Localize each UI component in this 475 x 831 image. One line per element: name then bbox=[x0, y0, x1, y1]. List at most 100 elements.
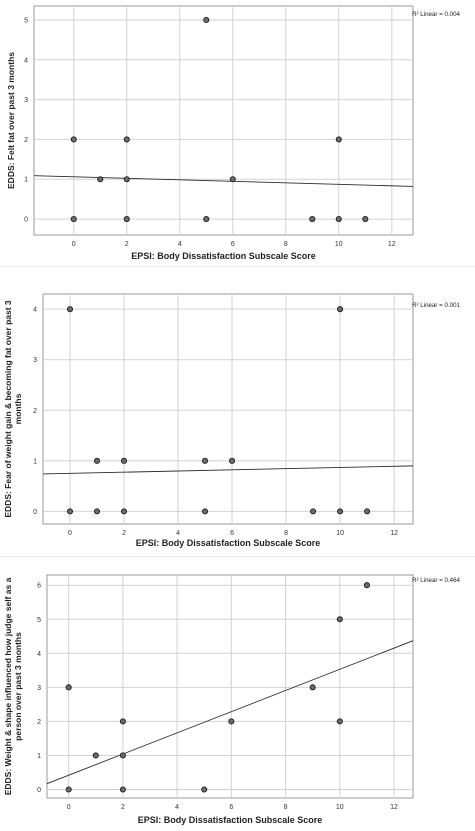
y-tick-label: 4 bbox=[24, 57, 28, 64]
data-point bbox=[123, 216, 130, 223]
data-point bbox=[337, 306, 344, 313]
linear-fit-line bbox=[46, 640, 414, 785]
x-tick-label: 10 bbox=[335, 241, 343, 248]
y-tick-label: 0 bbox=[33, 509, 37, 516]
x-tick-label: 10 bbox=[336, 530, 344, 537]
data-point bbox=[120, 457, 128, 464]
y-axis-title: EDDS: Weight & shape influenced how judg… bbox=[3, 577, 23, 795]
linear-fit-line bbox=[33, 175, 414, 187]
data-point bbox=[93, 457, 101, 464]
data-point bbox=[364, 508, 371, 515]
data-point bbox=[92, 752, 99, 759]
data-point bbox=[229, 457, 236, 464]
x-tick-label: 12 bbox=[390, 530, 398, 537]
r-squared-label: R² Linear = 0.004 bbox=[412, 11, 461, 18]
data-point bbox=[309, 684, 316, 691]
y-tick-label: 4 bbox=[33, 307, 37, 314]
y-tick-label: 2 bbox=[24, 137, 28, 144]
panel-separator bbox=[0, 266, 475, 267]
plot-frame bbox=[33, 5, 414, 236]
y-tick-label: 5 bbox=[24, 17, 28, 24]
x-axis-title: EPSI: Body Dissatisfaction Subscale Scor… bbox=[136, 538, 321, 548]
y-tick-label: 2 bbox=[37, 719, 41, 726]
y-tick-label: 3 bbox=[37, 685, 41, 692]
data-point bbox=[70, 216, 77, 223]
y-axis-title-line: EDDS: Weight & shape influenced how judg… bbox=[3, 577, 13, 795]
data-point bbox=[201, 508, 209, 515]
linear-fit-line bbox=[42, 465, 414, 475]
y-tick-label: 4 bbox=[37, 651, 41, 658]
data-point bbox=[203, 16, 210, 23]
y-tick-label: 2 bbox=[33, 408, 37, 415]
y-axis-title-line: months bbox=[13, 393, 23, 424]
data-point bbox=[335, 136, 342, 143]
x-tick-label: 6 bbox=[231, 241, 235, 248]
x-axis-title: EPSI: Body Dissatisfaction Subscale Scor… bbox=[131, 251, 316, 261]
data-point bbox=[66, 508, 74, 515]
data-point bbox=[70, 136, 77, 143]
x-tick-label: 4 bbox=[175, 804, 179, 811]
data-point bbox=[93, 508, 101, 515]
data-point bbox=[65, 684, 72, 691]
y-axis-title: EDDS: Fear of weight gain & becoming fat… bbox=[3, 300, 23, 518]
x-tick-label: 2 bbox=[122, 530, 126, 537]
x-tick-label: 2 bbox=[125, 241, 129, 248]
data-point bbox=[119, 786, 126, 793]
data-point bbox=[119, 718, 126, 725]
data-point bbox=[123, 176, 130, 183]
data-point bbox=[310, 508, 317, 515]
data-point bbox=[335, 216, 342, 223]
y-axis-title: EDDS: Felt fat over past 3 months bbox=[6, 52, 16, 189]
x-tick-label: 8 bbox=[284, 804, 288, 811]
data-point bbox=[336, 616, 343, 623]
y-tick-label: 0 bbox=[37, 787, 41, 794]
y-axis-title-line: EDDS: Felt fat over past 3 months bbox=[6, 52, 16, 189]
y-tick-label: 5 bbox=[37, 617, 41, 624]
data-point bbox=[309, 216, 316, 223]
data-point bbox=[336, 718, 343, 725]
y-tick-label: 3 bbox=[24, 97, 28, 104]
y-axis-title-line: person over past 3 months bbox=[13, 632, 23, 741]
data-point bbox=[228, 718, 235, 725]
data-point bbox=[120, 508, 128, 515]
y-tick-label: 3 bbox=[33, 357, 37, 364]
x-tick-label: 12 bbox=[388, 241, 396, 248]
y-tick-label: 6 bbox=[37, 583, 41, 590]
plot-frame bbox=[42, 293, 414, 525]
data-point bbox=[201, 457, 209, 464]
x-tick-label: 8 bbox=[284, 241, 288, 248]
x-tick-label: 2 bbox=[121, 804, 125, 811]
x-tick-label: 10 bbox=[336, 804, 344, 811]
y-tick-label: 0 bbox=[24, 217, 28, 224]
data-point bbox=[97, 176, 104, 183]
y-tick-label: 1 bbox=[37, 753, 41, 760]
plot-frame bbox=[46, 574, 414, 799]
data-point bbox=[203, 216, 210, 223]
x-tick-label: 6 bbox=[230, 530, 234, 537]
data-point bbox=[229, 176, 236, 183]
data-point bbox=[201, 786, 208, 793]
data-point bbox=[337, 508, 344, 515]
r-squared-label: R² Linear = 0.464 bbox=[412, 577, 461, 584]
data-point bbox=[363, 582, 370, 589]
y-tick-label: 1 bbox=[24, 177, 28, 184]
x-tick-label: 6 bbox=[229, 804, 233, 811]
y-tick-label: 1 bbox=[33, 458, 37, 465]
x-tick-label: 4 bbox=[178, 241, 182, 248]
x-tick-label: 8 bbox=[284, 530, 288, 537]
data-point bbox=[119, 752, 126, 759]
x-tick-label: 0 bbox=[68, 530, 72, 537]
data-point bbox=[65, 786, 72, 793]
data-point bbox=[123, 136, 130, 143]
data-point bbox=[66, 306, 74, 313]
x-tick-label: 4 bbox=[176, 530, 180, 537]
x-tick-label: 0 bbox=[67, 804, 71, 811]
x-axis-title: EPSI: Body Dissatisfaction Subscale Scor… bbox=[138, 815, 323, 825]
r-squared-label: R² Linear = 0.001 bbox=[412, 302, 461, 309]
data-point bbox=[362, 216, 369, 223]
panel-separator bbox=[0, 556, 475, 557]
x-tick-label: 0 bbox=[72, 241, 76, 248]
